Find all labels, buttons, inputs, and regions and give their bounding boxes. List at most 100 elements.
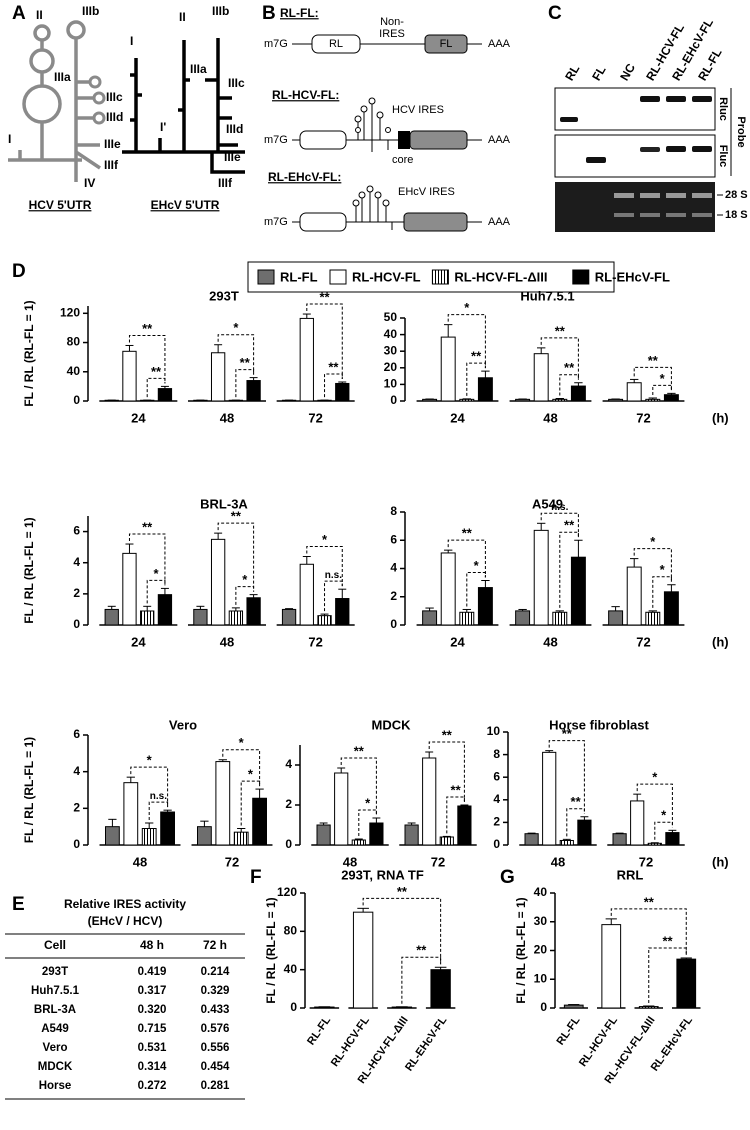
x-tick-label: 24 (131, 634, 146, 649)
y-tick-label: 4 (390, 561, 397, 575)
y-tick-label: 0 (290, 1000, 297, 1014)
table: Cell 48 h 72 h 293T 0.419 0.214 Huh7.5.1 0.317 0… (5, 938, 245, 1100)
significance-label: * (650, 534, 656, 549)
bar (210, 352, 226, 402)
significance-bracket (235, 369, 255, 398)
significance-label: n.s. (325, 570, 342, 581)
significance-bracket (362, 897, 442, 965)
bar (104, 608, 119, 626)
y-axis-label: FL / RL (RL-FL = 1) (514, 897, 528, 1003)
northern-blot (554, 87, 732, 232)
y-tick-label: 4 (73, 555, 80, 569)
domain-label: IIId (106, 110, 123, 124)
legend-box (247, 261, 615, 293)
domain-label: I (130, 34, 133, 48)
chart-title: MDCK (372, 717, 412, 732)
y-tick-label: 2 (493, 815, 500, 829)
bar (141, 828, 157, 846)
y-tick-label: 6 (493, 769, 500, 783)
significance-bracket (222, 749, 261, 787)
bar (351, 839, 366, 846)
cap: m7G (264, 134, 288, 146)
bar (552, 398, 568, 402)
y-axis-label: FL / RL (RL-FL = 1) (264, 897, 278, 1003)
x-tick-label: 72 (636, 634, 650, 649)
bar (281, 608, 297, 626)
bar (122, 552, 137, 626)
panel-label: D (12, 261, 26, 282)
domain-label: II (36, 8, 43, 22)
bar (665, 832, 680, 846)
significance-label: ** (564, 518, 575, 533)
table-cell: 0.576 (201, 1023, 230, 1035)
significance-bracket (324, 373, 343, 398)
significance-bracket (428, 741, 465, 802)
significance-label: ** (354, 743, 365, 758)
x-tick-label: RL-HCV-FL (329, 1014, 372, 1069)
significance-bracket (148, 801, 169, 820)
x-tick-label: RL-HCV-FL (577, 1014, 620, 1069)
tail: AAA (488, 134, 511, 146)
legend-label: RL-HCV-FL (352, 269, 421, 284)
bar (404, 824, 419, 846)
legend-label: RL-EHcV-FL (595, 269, 670, 284)
significance-label: * (147, 753, 153, 768)
bar (160, 811, 175, 846)
bar (210, 538, 226, 626)
significance-label: ** (471, 349, 482, 364)
bar (157, 594, 173, 626)
bar (215, 761, 231, 846)
significance-bracket (447, 539, 486, 578)
significance-label: ** (397, 884, 408, 899)
domain-label: IIIa (54, 70, 71, 84)
bar (459, 611, 475, 626)
y-tick-label: 0 (540, 1000, 547, 1014)
bar (645, 611, 661, 626)
bar (524, 833, 539, 846)
cap: m7G (264, 38, 288, 50)
y-tick-label: 8 (390, 504, 397, 518)
significance-label: ** (319, 289, 330, 304)
table-cell: 0.419 (138, 966, 167, 978)
bar (422, 757, 437, 846)
y-tick-label: 6 (390, 532, 397, 546)
bar (122, 350, 137, 402)
x-tick-label: 48 (220, 410, 234, 425)
x-tick-label: 72 (308, 634, 322, 649)
lane-label: FL (589, 63, 608, 83)
legend-swatch (431, 269, 449, 285)
y-tick-label: 6 (73, 727, 80, 741)
chart-title: A549 (532, 496, 563, 511)
significance-bracket (240, 780, 261, 826)
rl-label: RL (329, 38, 343, 50)
structure-caption: EHcV 5'UTR (151, 198, 220, 212)
table-cell: BRL-3A (34, 1004, 76, 1016)
blot-fluc (554, 134, 716, 178)
x-tick-label: 48 (133, 854, 147, 869)
bar (570, 556, 586, 626)
table-header: 48 h (140, 938, 164, 952)
legend-swatch (572, 269, 590, 285)
bar (626, 566, 642, 626)
table-cell: 0.433 (201, 1004, 230, 1016)
significance-label: * (248, 767, 254, 782)
table-cell: 0.715 (138, 1023, 167, 1035)
x-tick-label: 24 (131, 410, 146, 425)
domain-label: IIIe (104, 137, 121, 151)
significance-bracket (340, 757, 377, 815)
y-tick-label: 4 (493, 792, 500, 806)
x-tick-label: 48 (543, 634, 557, 649)
significance-bracket (358, 809, 377, 836)
table-cell: 0.556 (201, 1042, 230, 1054)
x-tick-label: RL-FL (555, 1014, 583, 1047)
x-tick-label: 72 (431, 854, 445, 869)
x-tick-label: 48 (343, 854, 357, 869)
probe-title: Probe (735, 116, 747, 147)
significance-label: ** (442, 727, 453, 742)
y-tick-label: 6 (73, 524, 80, 538)
gel (555, 182, 715, 232)
ires-loops (352, 185, 390, 207)
marker-label: 28 S (725, 189, 748, 201)
bar (430, 969, 451, 1009)
